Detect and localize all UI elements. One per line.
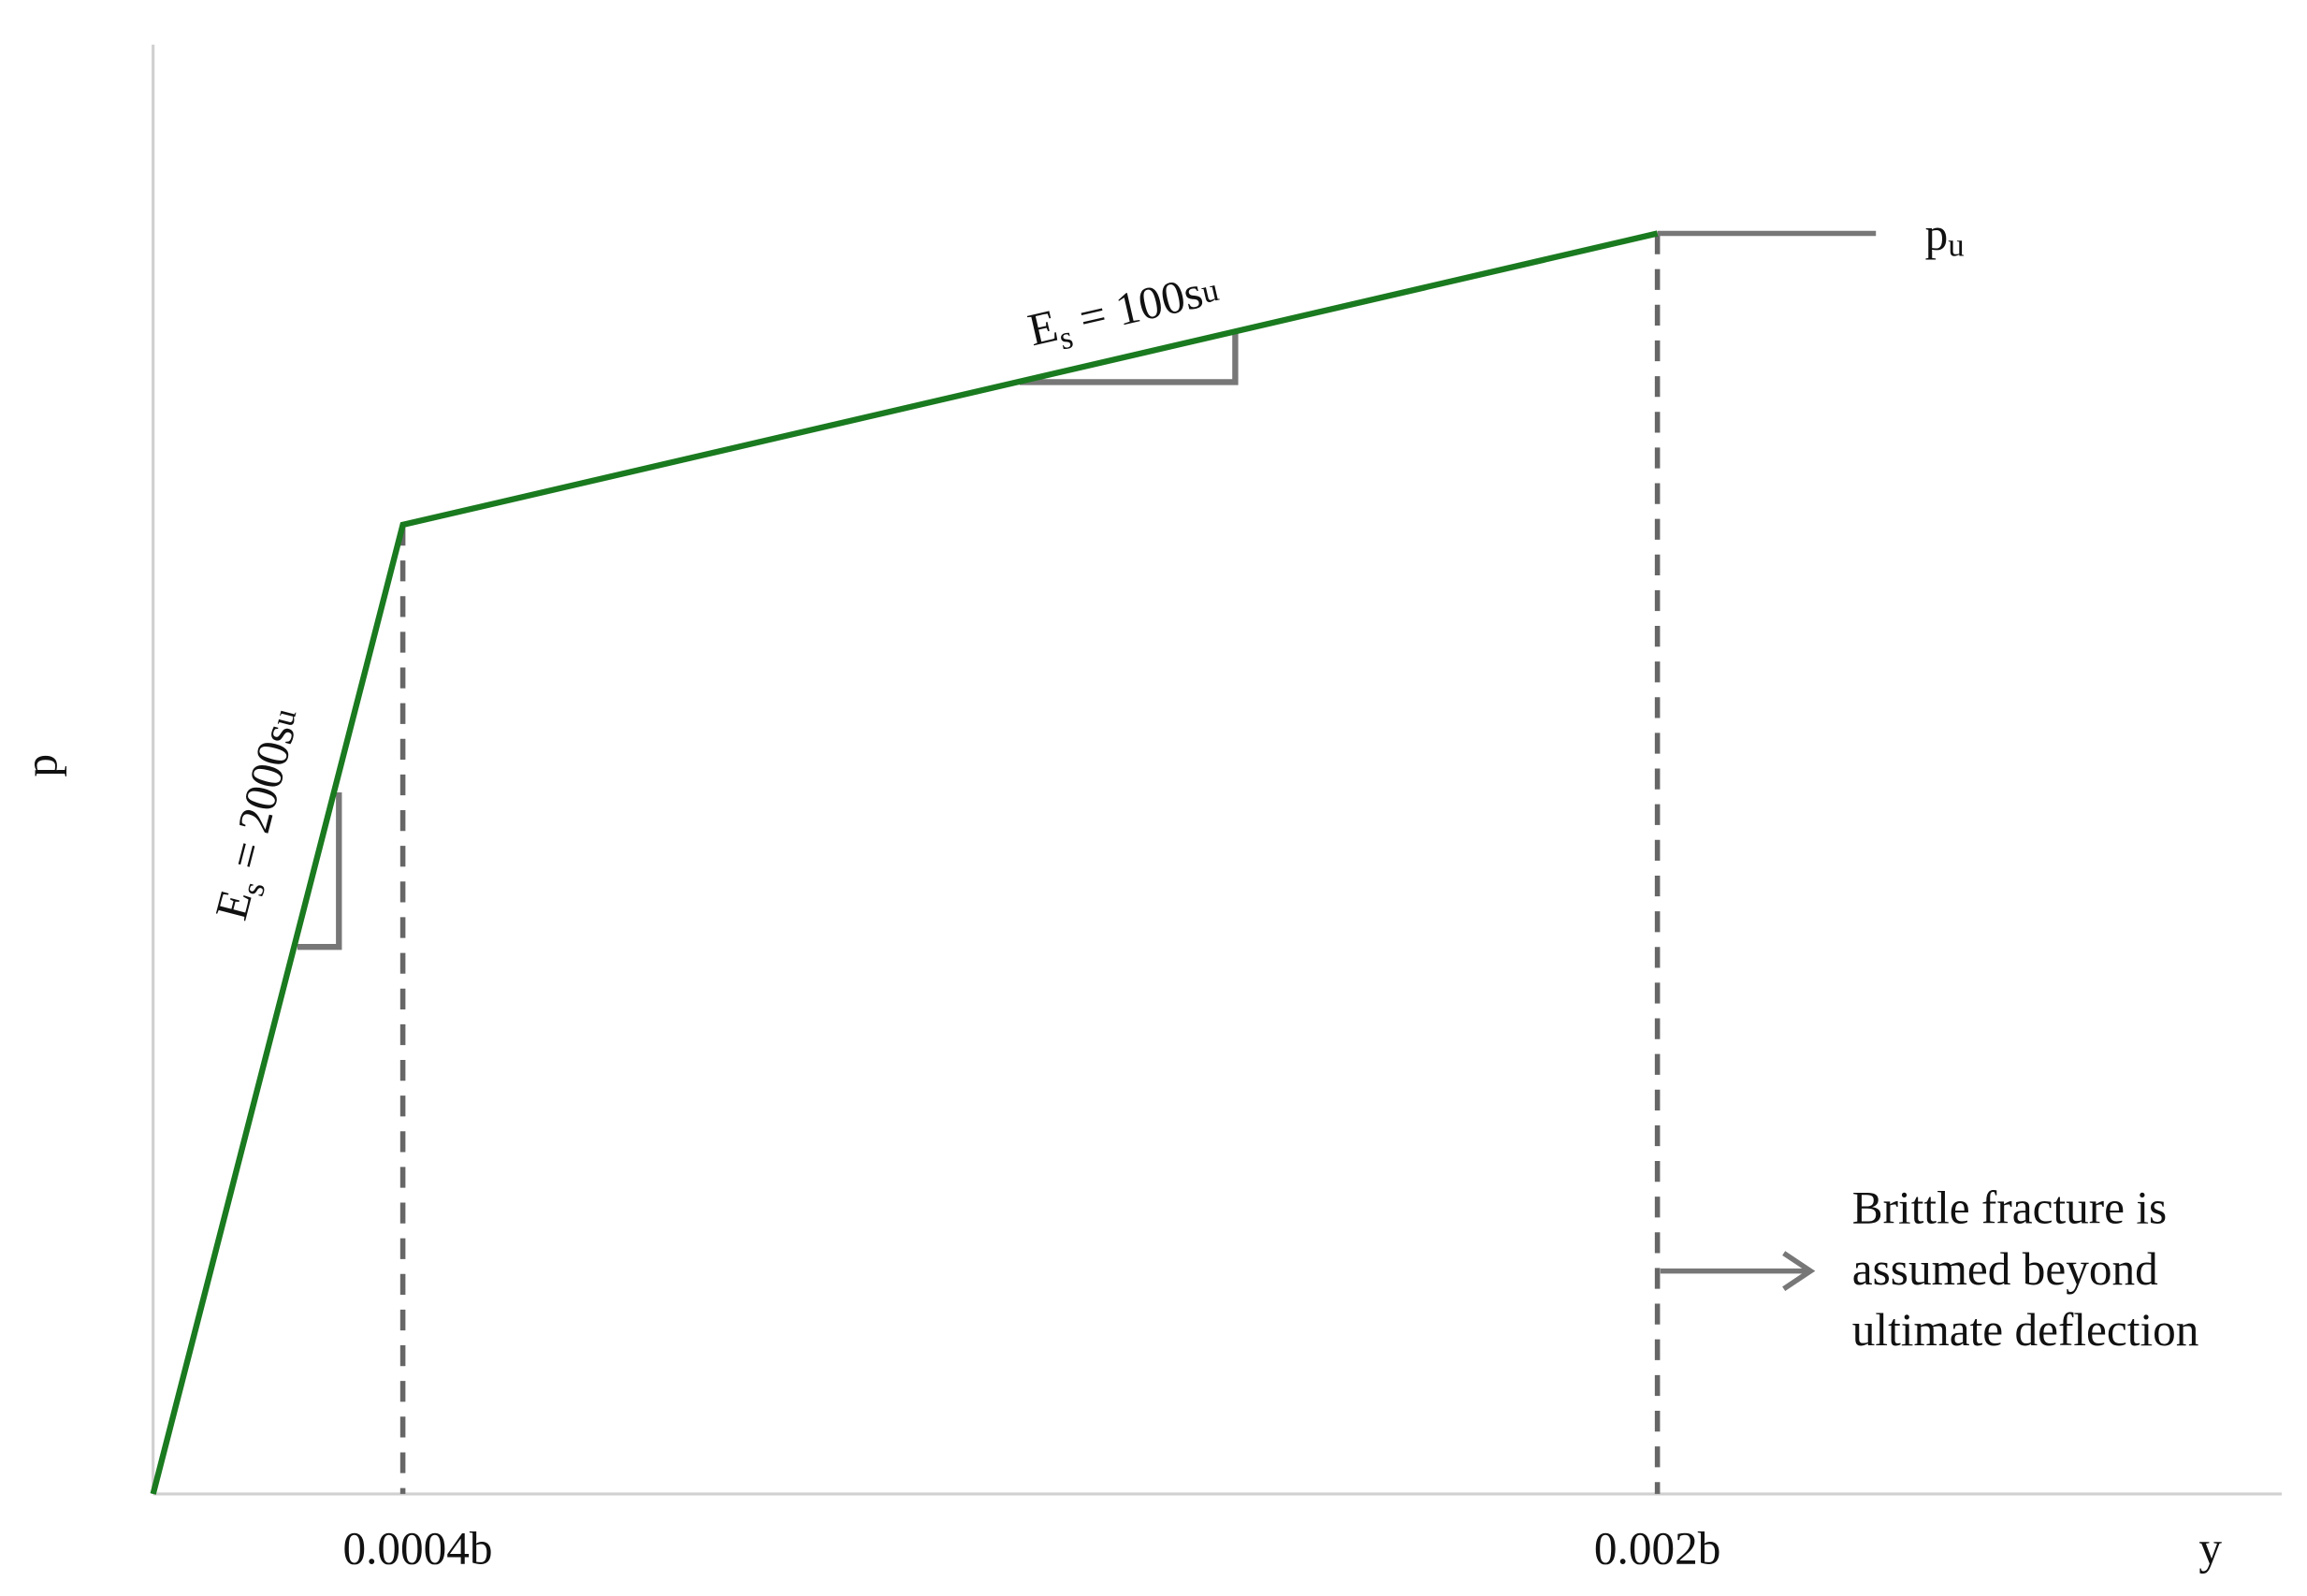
slope-label: Es = 100su [1023, 262, 1226, 363]
x-marker-label: 0.0004b [342, 1523, 492, 1574]
slope-triangle [297, 791, 342, 950]
y-axis-label: p [15, 754, 66, 777]
subscript: u [1948, 226, 1964, 263]
annotation-line: assumed beyond [1852, 1243, 2158, 1295]
ultimate-label: pu [1925, 209, 1965, 263]
text: p [1925, 209, 1949, 260]
x-marker-label: 0.002b [1594, 1523, 1720, 1574]
annotation-line: ultimate deflection [1852, 1304, 2199, 1356]
annotation-line: Brittle fracture is [1852, 1182, 2167, 1234]
text: = 2000s [215, 718, 305, 885]
x-axis-label: y [2198, 1523, 2222, 1574]
arrow-head [1782, 1251, 1816, 1291]
text: = 100s [1063, 266, 1207, 346]
slope-label: Es = 2000su [205, 703, 316, 927]
slope-triangle [1019, 329, 1239, 385]
p-y-curve [150, 230, 1659, 1495]
